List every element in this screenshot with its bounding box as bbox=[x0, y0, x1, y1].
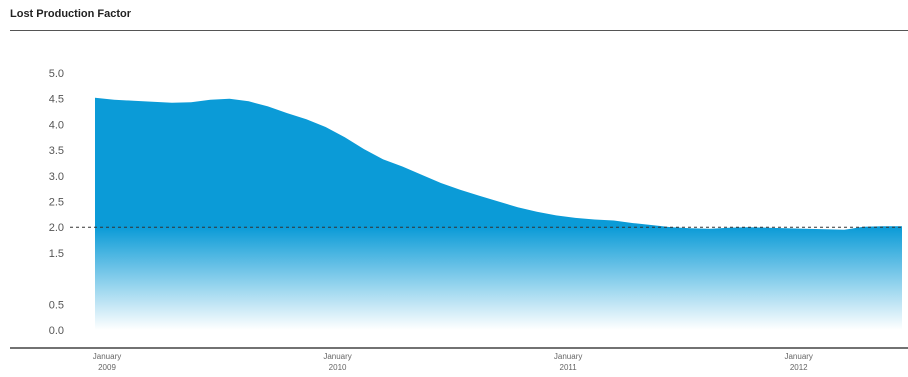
x-tick-month-label: January bbox=[554, 352, 582, 361]
y-tick-label: 1.5 bbox=[49, 248, 64, 260]
x-axis: January 2009 January 2010 January 2011 January… bbox=[93, 352, 813, 372]
x-tick-month-label: January bbox=[784, 352, 812, 361]
y-tick-label: 4.0 bbox=[49, 119, 64, 131]
y-tick-label: 0.5 bbox=[49, 299, 64, 311]
title-divider bbox=[10, 30, 908, 31]
x-tick-year-label: 2010 bbox=[329, 363, 347, 372]
y-tick-label: 5.0 bbox=[49, 68, 64, 80]
x-tick-year-label: 2011 bbox=[560, 363, 578, 372]
y-tick-label: 0.0 bbox=[49, 325, 64, 337]
y-tick-label: 3.5 bbox=[49, 145, 64, 157]
x-tick-month-label: January bbox=[93, 352, 121, 361]
x-tick-month-label: January bbox=[323, 352, 351, 361]
series-area bbox=[95, 97, 902, 330]
chart-title: Lost Production Factor bbox=[10, 8, 131, 20]
y-tick-label: 4.5 bbox=[49, 94, 64, 106]
y-tick-label: 2.0 bbox=[49, 222, 64, 234]
x-tick-year-label: 2012 bbox=[790, 363, 808, 372]
x-tick-year-label: 2009 bbox=[98, 363, 116, 372]
y-axis: 0.0 0.5 1.5 2.0 2.5 3.0 3.5 4.0 4.5 5.0 bbox=[49, 68, 64, 337]
y-tick-label: 2.5 bbox=[49, 197, 64, 209]
y-tick-label: 3.0 bbox=[49, 171, 64, 183]
